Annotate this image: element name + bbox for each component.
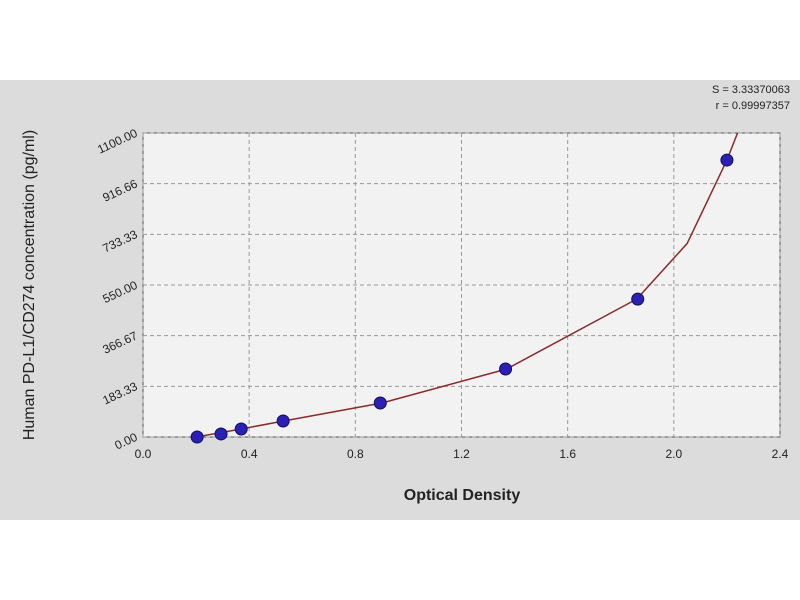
x-tick-label: 1.2 <box>453 447 470 461</box>
annotation: S = 3.33370063 <box>712 84 790 96</box>
data-point <box>499 362 513 376</box>
x-tick-label: 0.8 <box>347 447 364 461</box>
annotation: r = 0.99997357 <box>716 100 790 112</box>
y-axis-label: Human PD-L1/CD274 concentration (pg/ml) <box>21 130 38 440</box>
data-point <box>631 292 645 306</box>
data-point <box>214 427 228 441</box>
x-axis-label: Optical Density <box>404 487 521 504</box>
data-point <box>190 430 204 444</box>
x-tick-label: 0.4 <box>241 447 258 461</box>
x-tick-label: 1.6 <box>559 447 576 461</box>
x-tick-label: 2.0 <box>665 447 682 461</box>
x-tick-label: 2.4 <box>772 447 789 461</box>
data-point <box>373 396 387 410</box>
x-tick-label: 0.0 <box>135 447 152 461</box>
data-point <box>720 153 734 167</box>
data-point <box>234 422 248 436</box>
data-point <box>276 414 290 428</box>
